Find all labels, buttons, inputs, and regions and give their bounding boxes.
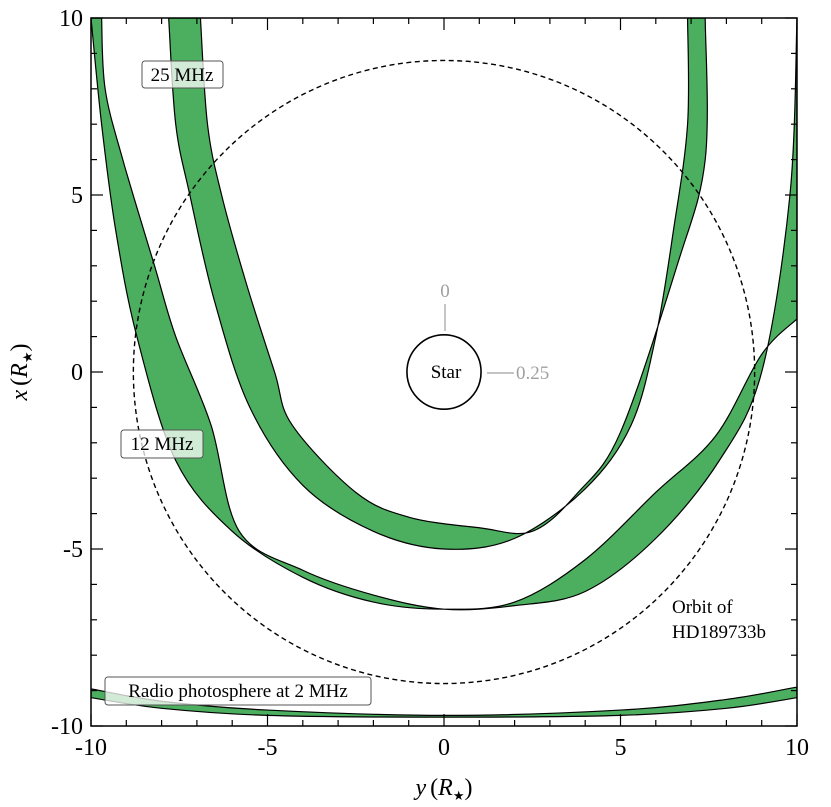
x-axis-var: y (414, 775, 427, 801)
y-axis-paren-open: ( (7, 378, 33, 386)
x-axis-paren-open: ( (430, 775, 438, 801)
x-axis-unit-sub: ★ (453, 788, 465, 803)
x-tick-label: 0 (438, 735, 450, 761)
label-box-2mhz (104, 676, 372, 706)
x-axis-unit: R (437, 775, 453, 801)
x-axis-paren-close: ) (464, 775, 472, 801)
label-25mhz: 25 MHz (151, 65, 214, 86)
band-radio-photosphere-2mhz (91, 686, 797, 718)
y-axis-var: x (7, 389, 33, 401)
y-tick-label: 5 (71, 183, 83, 209)
label-box-25mhz (141, 60, 224, 89)
label-orbit-line2: HD189733b (672, 622, 766, 643)
y-axis-unit-sub: ★ (20, 352, 35, 364)
label-orbit-line1: Orbit of (672, 597, 733, 618)
y-tick-label: -10 (51, 714, 83, 740)
label-12mhz: 12 MHz (131, 434, 194, 455)
bands-layer (91, 18, 797, 718)
y-tick-label: -5 (63, 537, 83, 563)
label-radio-photosphere-2mhz: Radio photosphere at 2 MHz (128, 681, 348, 702)
x-axis-label: y (R★) (414, 775, 473, 803)
y-axis-label: x (R★) (7, 344, 35, 402)
y-tick-label: 10 (59, 6, 83, 32)
x-tick-label: -10 (75, 735, 107, 761)
phase-0-label: 0 (440, 281, 450, 302)
y-axis-unit: R (7, 363, 33, 379)
star-circle (406, 334, 482, 410)
band-12mhz (91, 18, 797, 611)
x-tick-label: 5 (615, 735, 627, 761)
band-25mhz (168, 18, 708, 550)
overlay-layer (132, 59, 756, 685)
phase-025-label: 0.25 (516, 363, 549, 384)
x-tick-label: 10 (785, 735, 809, 761)
label-star: Star (431, 362, 462, 383)
label-box-12mhz (120, 429, 204, 459)
x-tick-label: -5 (258, 735, 278, 761)
orbit-circle (132, 59, 756, 685)
y-tick-label: 0 (71, 360, 83, 386)
y-axis-paren-close: ) (7, 344, 33, 352)
ticks-layer: -10 -5 0 5 10 10 5 0 -5 -10 (51, 6, 809, 761)
